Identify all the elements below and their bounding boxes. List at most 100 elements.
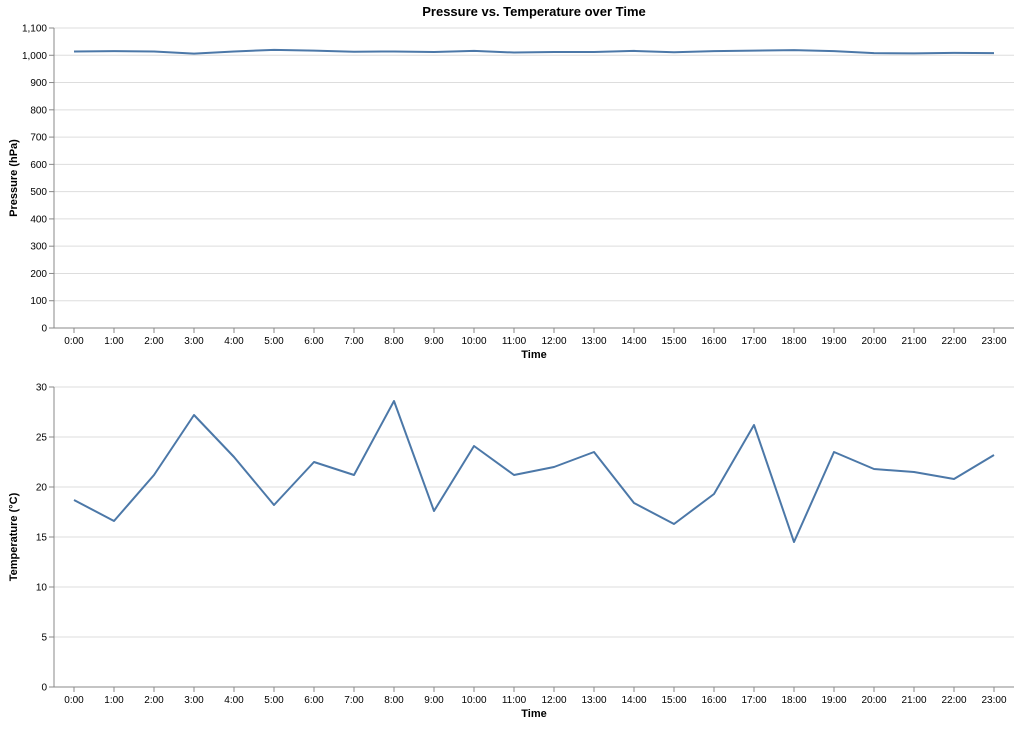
x-axis-title: Time (521, 349, 546, 361)
x-tick-label: 20:00 (861, 695, 886, 706)
x-tick-label: 19:00 (821, 695, 846, 706)
y-tick-label: 1,100 (22, 24, 47, 35)
y-tick-label: 25 (36, 433, 48, 444)
data-point (392, 399, 396, 403)
x-tick-label: 18:00 (781, 336, 806, 347)
x-tick-label: 10:00 (461, 336, 486, 347)
data-point (632, 49, 636, 53)
data-point (752, 423, 756, 427)
x-tick-label: 13:00 (581, 695, 606, 706)
data-point (952, 51, 956, 55)
x-tick-label: 2:00 (144, 695, 164, 706)
data-point (232, 49, 236, 53)
y-tick-label: 200 (30, 269, 47, 280)
data-point (272, 48, 276, 52)
data-point (512, 473, 516, 477)
x-tick-label: 20:00 (861, 336, 886, 347)
data-point (792, 48, 796, 52)
data-point (472, 444, 476, 448)
data-point (592, 50, 596, 54)
data-point (72, 49, 76, 53)
data-point (472, 49, 476, 53)
data-point (752, 49, 756, 53)
x-tick-label: 22:00 (941, 695, 966, 706)
y-tick-label: 10 (36, 583, 48, 594)
x-tick-label: 13:00 (581, 336, 606, 347)
x-tick-label: 5:00 (264, 695, 284, 706)
x-tick-label: 3:00 (184, 336, 204, 347)
data-point (912, 470, 916, 474)
data-point (112, 519, 116, 523)
x-tick-label: 7:00 (344, 695, 364, 706)
data-point (992, 51, 996, 55)
x-tick-label: 0:00 (64, 695, 84, 706)
y-tick-label: 20 (36, 483, 48, 494)
data-point (592, 450, 596, 454)
y-axis-title: Pressure (hPa) (8, 139, 20, 217)
x-tick-label: 2:00 (144, 336, 164, 347)
x-tick-label: 6:00 (304, 695, 324, 706)
data-point (312, 49, 316, 53)
y-tick-label: 5 (41, 633, 47, 644)
x-tick-label: 16:00 (701, 336, 726, 347)
x-tick-label: 11:00 (502, 695, 527, 706)
data-point (552, 465, 556, 469)
y-tick-label: 30 (36, 383, 48, 394)
x-tick-label: 1:00 (104, 336, 124, 347)
data-point (352, 50, 356, 54)
x-tick-label: 5:00 (264, 336, 284, 347)
y-tick-label: 600 (30, 160, 47, 171)
x-tick-label: 8:00 (384, 336, 404, 347)
data-point (952, 477, 956, 481)
y-tick-label: 15 (36, 533, 48, 544)
x-tick-label: 7:00 (344, 336, 364, 347)
x-tick-label: 15:00 (661, 336, 686, 347)
data-point (232, 455, 236, 459)
temperature-series-line (73, 400, 995, 543)
x-tick-label: 8:00 (384, 695, 404, 706)
data-point (432, 509, 436, 513)
data-point (152, 473, 156, 477)
data-point (912, 51, 916, 55)
x-tick-label: 10:00 (461, 695, 486, 706)
y-tick-label: 300 (30, 242, 47, 253)
y-tick-label: 700 (30, 133, 47, 144)
x-tick-label: 4:00 (224, 695, 244, 706)
data-point (712, 49, 716, 53)
x-tick-label: 21:00 (901, 695, 926, 706)
data-point (552, 50, 556, 54)
data-point (672, 522, 676, 526)
x-tick-label: 15:00 (661, 695, 686, 706)
temperature-chart: 0 5 10 15 20 25 30 0:00 1:00 2:00 3:00 4:00 5:00 6:00… (8, 383, 1014, 720)
x-tick-label: 19:00 (821, 336, 846, 347)
x-tick-label: 21:00 (901, 336, 926, 347)
data-point (792, 540, 796, 544)
x-tick-label: 12:00 (541, 695, 566, 706)
data-point (632, 501, 636, 505)
data-point (352, 473, 356, 477)
data-point (72, 498, 76, 502)
x-tick-label: 4:00 (224, 336, 244, 347)
x-tick-label: 14:00 (621, 695, 646, 706)
data-point (832, 450, 836, 454)
y-tick-label: 1,000 (22, 51, 47, 62)
data-point (392, 49, 396, 53)
y-tick-label: 400 (30, 214, 47, 225)
data-point (872, 467, 876, 471)
x-axis-title: Time (521, 708, 546, 720)
x-tick-label: 6:00 (304, 336, 324, 347)
data-point (432, 50, 436, 54)
x-tick-label: 12:00 (541, 336, 566, 347)
data-point (872, 51, 876, 55)
y-tick-label: 500 (30, 187, 47, 198)
y-tick-label: 800 (30, 105, 47, 116)
y-tick-label: 100 (30, 296, 47, 307)
pressure-series-line (73, 48, 995, 55)
x-tick-label: 0:00 (64, 336, 84, 347)
x-tick-label: 9:00 (424, 695, 444, 706)
y-tick-label: 0 (41, 324, 47, 335)
data-point (272, 503, 276, 507)
y-tick-label: 0 (41, 683, 47, 694)
x-tick-label: 3:00 (184, 695, 204, 706)
